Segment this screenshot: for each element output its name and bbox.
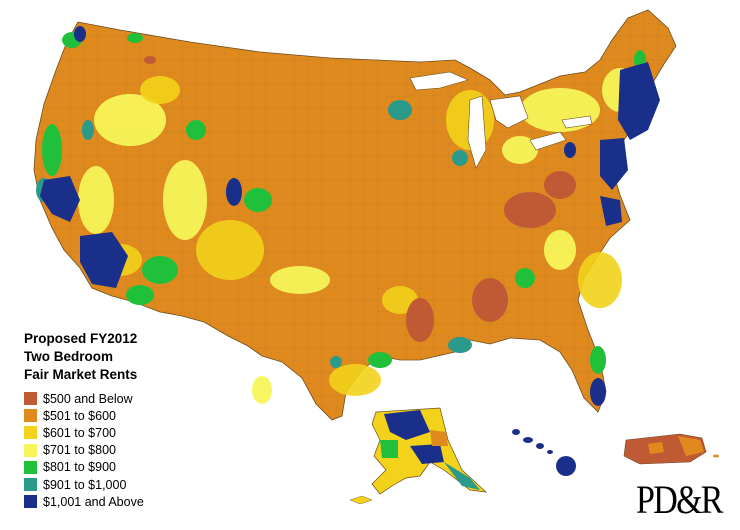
- legend-label: $901 to $1,000: [43, 477, 127, 492]
- legend-label: $501 to $600: [43, 408, 116, 423]
- legend-list: $500 and Below $501 to $600 $601 to $700…: [24, 390, 224, 510]
- region-1001-above: [40, 26, 660, 406]
- legend-item: $501 to $600: [24, 407, 224, 424]
- legend-item: $801 to $900: [24, 459, 224, 476]
- pdr-logo: PD&R: [636, 477, 723, 522]
- puerto-rico: [623, 433, 719, 465]
- legend-swatch: [24, 426, 37, 440]
- legend-label: $801 to $900: [43, 460, 116, 475]
- region-801-900: [42, 32, 646, 374]
- legend-label: $701 to $800: [43, 443, 116, 458]
- legend-item: $1,001 and Above: [24, 493, 224, 510]
- legend-label: $500 and Below: [43, 391, 133, 406]
- legend-label: $1,001 and Above: [43, 494, 144, 509]
- legend-swatch: [24, 478, 37, 492]
- legend-swatch: [24, 392, 37, 406]
- legend-title-line-2: Two Bedroom: [24, 349, 113, 364]
- contiguous-us: [33, 9, 677, 421]
- legend-swatch: [24, 443, 37, 457]
- legend-label: $601 to $700: [43, 425, 116, 440]
- legend-title-line-1: Proposed FY2012: [24, 331, 138, 346]
- legend-title-line-3: Fair Market Rents: [24, 367, 138, 382]
- legend-item: $500 and Below: [24, 390, 224, 407]
- legend-swatch: [24, 495, 37, 509]
- alaska: [349, 407, 488, 505]
- legend-swatch: [24, 409, 37, 423]
- legend-item: $901 to $1,000: [24, 476, 224, 493]
- hawaii: [512, 429, 576, 476]
- legend-item: $701 to $800: [24, 442, 224, 459]
- great-lakes: [409, 71, 593, 169]
- legend-item: $601 to $700: [24, 424, 224, 441]
- region-500-below: [144, 56, 576, 342]
- map-legend: Proposed FY2012 Two Bedroom Fair Market …: [24, 330, 224, 510]
- legend-swatch: [24, 460, 37, 474]
